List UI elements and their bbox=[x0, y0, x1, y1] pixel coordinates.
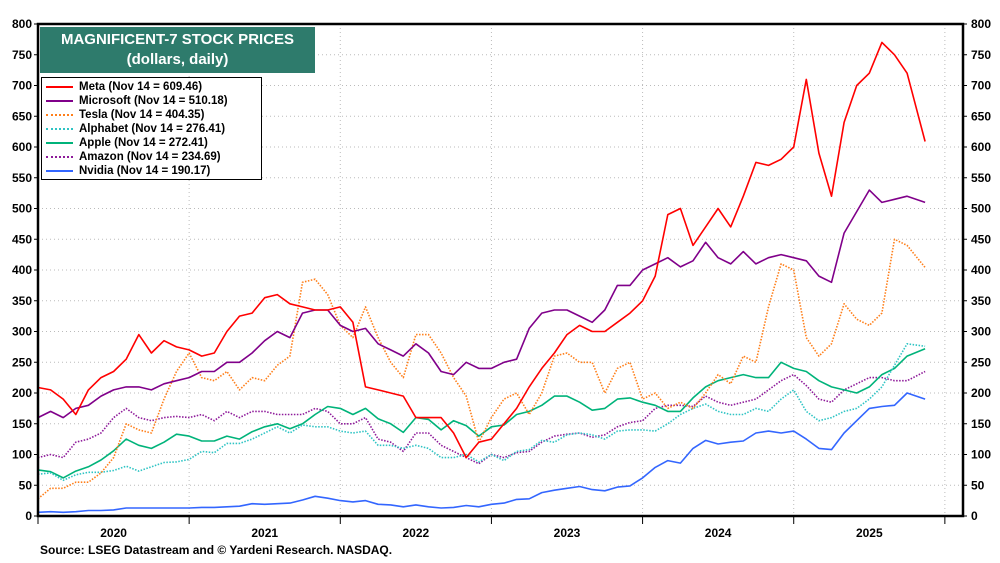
chart-title: MAGNIFICENT-7 STOCK PRICES bbox=[60, 31, 295, 48]
y-tick-label-left: 650 bbox=[12, 109, 32, 123]
series-lines bbox=[37, 41, 926, 514]
x-tick-label: 2024 bbox=[705, 526, 732, 540]
legend-item-amazon: Amazon (Nov 14 = 234.69) bbox=[46, 150, 257, 164]
legend-swatch bbox=[46, 142, 73, 144]
y-tick-label-left: 800 bbox=[12, 17, 32, 31]
legend-swatch bbox=[46, 86, 73, 88]
y-tick-label-right: 500 bbox=[971, 202, 991, 216]
y-tick-label-left: 450 bbox=[12, 232, 32, 246]
legend-item-apple: Apple (Nov 14 = 272.41) bbox=[46, 136, 257, 150]
series-line-alphabet bbox=[37, 342, 926, 482]
y-tick-label-right: 550 bbox=[971, 171, 991, 185]
y-tick-label-right: 50 bbox=[971, 478, 985, 492]
y-tick-label-left: 150 bbox=[12, 417, 32, 431]
y-tick-label-right: 0 bbox=[971, 509, 978, 523]
y-tick-label-right: 400 bbox=[971, 263, 991, 277]
legend-label: Amazon (Nov 14 = 234.69) bbox=[79, 151, 221, 163]
y-tick-label-right: 350 bbox=[971, 294, 991, 308]
axes: 0 0 50 50 100 100 150 150 200 200 250 250 300 300 350 3… bbox=[12, 17, 991, 540]
legend-swatch bbox=[46, 128, 73, 130]
y-tick-label-right: 250 bbox=[971, 355, 991, 369]
y-tick-label-right: 650 bbox=[971, 109, 991, 123]
legend-item-tesla: Tesla (Nov 14 = 404.35) bbox=[46, 108, 257, 122]
source-note: Source: LSEG Datastream and © Yardeni Re… bbox=[40, 543, 393, 557]
x-tick-label: 2025 bbox=[856, 526, 883, 540]
legend-label: Alphabet (Nov 14 = 276.41) bbox=[79, 123, 226, 135]
legend-item-nvidia: Nvidia (Nov 14 = 190.17) bbox=[46, 164, 257, 178]
y-tick-label-right: 700 bbox=[971, 79, 991, 93]
y-tick-label-right: 100 bbox=[971, 448, 991, 462]
legend-label: Meta (Nov 14 = 609.46) bbox=[79, 81, 203, 93]
y-tick-label-left: 200 bbox=[12, 386, 32, 400]
legend-swatch bbox=[46, 156, 73, 158]
chart-subtitle: (dollars, daily) bbox=[126, 51, 229, 68]
x-tick-label: 2022 bbox=[403, 526, 430, 540]
legend-label: Microsoft (Nov 14 = 510.18) bbox=[79, 95, 228, 107]
y-tick-label-left: 300 bbox=[12, 325, 32, 339]
legend-item-microsoft: Microsoft (Nov 14 = 510.18) bbox=[46, 94, 257, 108]
x-tick-label: 2020 bbox=[100, 526, 127, 540]
series-line-apple bbox=[37, 347, 926, 479]
y-tick-label-left: 400 bbox=[12, 263, 32, 277]
y-tick-label-left: 0 bbox=[25, 509, 32, 523]
legend-label: Nvidia (Nov 14 = 190.17) bbox=[79, 165, 211, 177]
y-tick-label-left: 100 bbox=[12, 448, 32, 462]
legend-swatch bbox=[46, 170, 73, 172]
y-tick-label-left: 600 bbox=[12, 140, 32, 154]
legend-swatch bbox=[46, 100, 73, 102]
x-tick-label: 2023 bbox=[554, 526, 581, 540]
series-line-amazon bbox=[37, 370, 926, 465]
y-tick-label-left: 550 bbox=[12, 171, 32, 185]
series-line-microsoft bbox=[37, 189, 926, 419]
y-tick-label-left: 50 bbox=[19, 478, 33, 492]
legend-label: Apple (Nov 14 = 272.41) bbox=[79, 137, 208, 149]
y-tick-label-right: 300 bbox=[971, 325, 991, 339]
y-tick-label-left: 250 bbox=[12, 355, 32, 369]
series-line-nvidia bbox=[37, 392, 926, 514]
legend-swatch bbox=[46, 114, 73, 116]
legend-item-meta: Meta (Nov 14 = 609.46) bbox=[46, 80, 257, 94]
y-tick-label-right: 600 bbox=[971, 140, 991, 154]
series-line-meta bbox=[37, 41, 926, 459]
legend-item-alphabet: Alphabet (Nov 14 = 276.41) bbox=[46, 122, 257, 136]
y-tick-label-right: 450 bbox=[971, 232, 991, 246]
y-tick-label-left: 750 bbox=[12, 48, 32, 62]
legend-label: Tesla (Nov 14 = 404.35) bbox=[79, 109, 205, 121]
y-tick-label-left: 500 bbox=[12, 202, 32, 216]
y-tick-label-right: 750 bbox=[971, 48, 991, 62]
chart-title-box: MAGNIFICENT-7 STOCK PRICES (dollars, dai… bbox=[40, 27, 315, 73]
legend: Meta (Nov 14 = 609.46) Microsoft (Nov 14 … bbox=[41, 77, 262, 180]
x-tick-label: 2021 bbox=[251, 526, 278, 540]
y-tick-label-left: 700 bbox=[12, 79, 32, 93]
y-tick-label-right: 150 bbox=[971, 417, 991, 431]
y-tick-label-right: 200 bbox=[971, 386, 991, 400]
y-tick-label-left: 350 bbox=[12, 294, 32, 308]
y-tick-label-right: 800 bbox=[971, 17, 991, 31]
